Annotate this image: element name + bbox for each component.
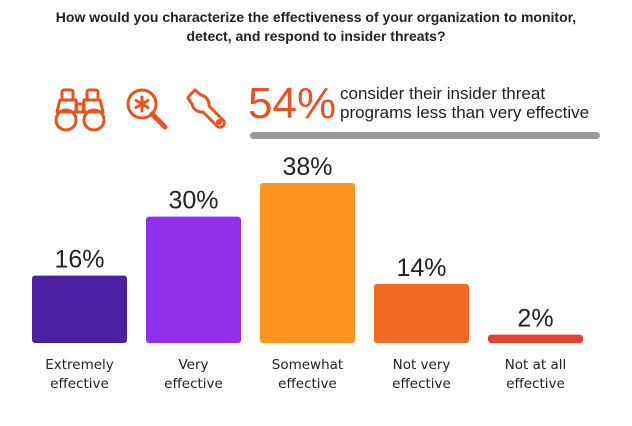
bar-chart: 16% Extremely effective 30% Very effective 38%… xyxy=(32,153,583,392)
bar-2 xyxy=(260,183,355,343)
category-label-0-0: Extremely xyxy=(45,357,114,373)
value-label-2: 38% xyxy=(282,153,332,181)
highlight-text-line-2: programs less than very effective xyxy=(340,103,590,122)
highlight-percent: 54% xyxy=(248,79,337,128)
bar-1 xyxy=(146,216,241,343)
value-label-0: 16% xyxy=(54,246,104,274)
category-label-0-1: effective xyxy=(50,376,109,392)
highlight-text-line-1: consider their insider threat xyxy=(340,84,546,103)
category-label-1-0: Very xyxy=(178,357,208,373)
highlight-text: consider their insider threat programs l… xyxy=(340,84,589,122)
bar-3 xyxy=(374,284,469,343)
binoculars-icon xyxy=(54,88,106,132)
value-label-3: 14% xyxy=(396,254,446,282)
magnifier-icon xyxy=(126,88,168,130)
value-label-4: 2% xyxy=(517,305,553,333)
category-label-3-0: Not very xyxy=(393,357,451,373)
category-label-1-1: effective xyxy=(164,376,223,392)
category-label-2-0: Somewhat xyxy=(272,357,343,373)
category-label-2-1: effective xyxy=(278,376,337,392)
question-line-2: detect, and respond to insider threats? xyxy=(186,28,446,44)
bar-4 xyxy=(488,334,583,343)
wrench-icon xyxy=(186,88,226,129)
bar-0 xyxy=(32,275,127,343)
value-label-1: 30% xyxy=(168,187,218,215)
question-title: How would you characterize the effective… xyxy=(0,8,632,46)
question-line-1: How would you characterize the effective… xyxy=(55,9,577,25)
highlight-underline xyxy=(250,132,600,139)
category-label-4-0: Not at all xyxy=(505,357,567,373)
category-label-4-1: effective xyxy=(506,376,565,392)
category-label-3-1: effective xyxy=(392,376,451,392)
